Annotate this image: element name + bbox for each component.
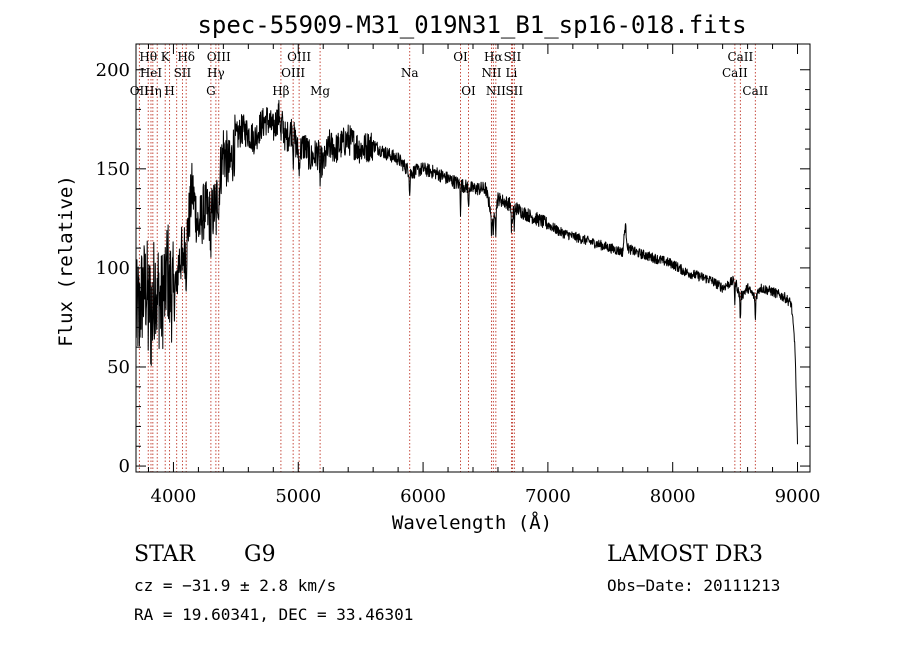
y-tick-label-4: 200: [96, 60, 130, 81]
line-marker-label-12: OIII: [207, 50, 231, 64]
line-marker-label-5: K: [161, 50, 171, 64]
spectrum-line: [135, 99, 798, 445]
x-tick-label-0: 4000: [151, 486, 197, 507]
line-marker-label-10: G: [206, 84, 216, 98]
object-subclass-label: G9: [244, 542, 276, 567]
plot-frame: [135, 43, 811, 473]
x-tick-label-3: 7000: [525, 486, 571, 507]
line-marker-label-26: CaII: [722, 66, 748, 80]
cz-text: cz = −31.9 ± 2.8 km/s: [134, 576, 336, 595]
line-marker-label-17: Na: [401, 66, 419, 80]
x-tick-label-4: 8000: [650, 486, 696, 507]
y-tick-label-2: 100: [96, 258, 130, 279]
line-marker-label-2: HeI: [140, 66, 163, 80]
object-class-label: STAR: [134, 542, 196, 567]
x-tick-label-2: 6000: [400, 486, 446, 507]
y-axis-label: Flux (relative): [55, 175, 77, 347]
line-marker-label-14: OIII: [281, 66, 305, 80]
obs-date-text: Obs−Date: 20111213: [607, 576, 780, 595]
spectrum-series: [135, 99, 798, 445]
line-marker-label-24: SII: [504, 50, 522, 64]
line-marker-label-6: H: [164, 84, 174, 98]
line-marker-label-0: OII: [130, 84, 150, 98]
line-marker-label-23: Li: [506, 66, 518, 80]
survey-label: LAMOST DR3: [607, 542, 763, 567]
line-marker-label-27: CaII: [727, 50, 753, 64]
x-axis-ticks: 4000 5000 6000 7000 8000 9000: [147, 44, 821, 507]
line-marker-label-21: Hα: [484, 50, 503, 64]
line-marker-label-1: Hθ: [139, 50, 157, 64]
line-marker-label-13: Hβ: [272, 84, 289, 98]
x-tick-label-1: 5000: [275, 486, 321, 507]
line-marker-label-18: OI: [453, 50, 468, 64]
x-tick-label-5: 9000: [775, 486, 821, 507]
line-marker-labels: OIIHθHeIHηKHSIIHδGHγOIIIHβOIIIOIIIMgNaOI…: [130, 50, 769, 98]
y-tick-label-3: 150: [96, 159, 130, 180]
chart-title: spec-55909-M31_019N31_B1_sp16-018.fits: [197, 11, 746, 39]
line-marker-label-22: NII: [486, 84, 506, 98]
y-tick-label-0: 0: [119, 456, 130, 477]
line-marker-label-11: Hγ: [207, 66, 225, 80]
line-marker-label-3: Hη: [144, 84, 162, 98]
y-tick-label-1: 50: [107, 357, 130, 378]
line-marker-label-28: CaII: [742, 84, 768, 98]
line-marker-label-8: SII: [174, 66, 192, 80]
line-markers: [138, 44, 756, 472]
y-axis-ticks: 0 50 100 150 200: [96, 60, 810, 477]
line-marker-label-16: Mg: [310, 84, 330, 98]
line-marker-label-19: OI: [461, 84, 476, 98]
x-axis-label: Wavelength (Å): [392, 511, 552, 534]
line-marker-label-15: OIII: [287, 50, 311, 64]
line-marker-label-25: SII: [505, 84, 523, 98]
ra-dec-text: RA = 19.60341, DEC = 33.46301: [134, 605, 413, 624]
line-marker-label-9: Hδ: [177, 50, 195, 64]
line-marker-label-20: NII: [481, 66, 501, 80]
